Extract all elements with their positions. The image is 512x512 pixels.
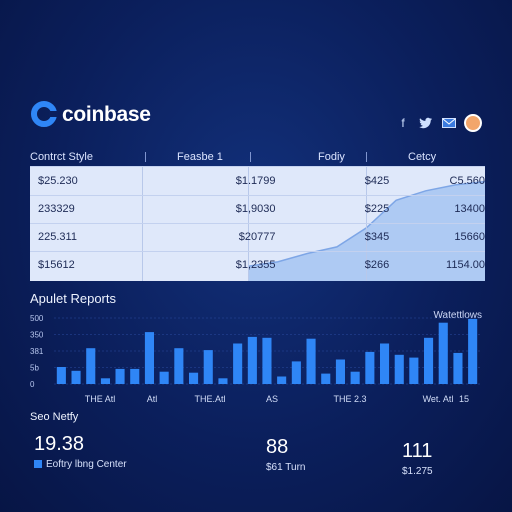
table-cell: $266 xyxy=(364,259,390,271)
x-tick-label: THE 2.3 xyxy=(333,394,366,404)
y-tick-label: 381 xyxy=(30,347,44,356)
stat-value-2: 88 xyxy=(266,436,289,458)
bar[interactable] xyxy=(203,350,213,384)
row-divider xyxy=(30,251,485,252)
table-cell: $1,9030 xyxy=(235,203,276,215)
bar[interactable] xyxy=(174,348,184,384)
coinbase-logo-icon xyxy=(31,101,58,127)
bar[interactable] xyxy=(350,371,360,384)
table-cell: $1.1799 xyxy=(235,175,276,187)
bar[interactable] xyxy=(247,336,257,384)
bar[interactable] xyxy=(130,368,140,384)
reports-legend: Watettlows xyxy=(433,310,482,321)
table-cell: 1154.00 xyxy=(446,259,485,271)
x-tick-label: Atl xyxy=(147,394,158,404)
bar[interactable] xyxy=(424,337,434,384)
y-tick-label: 500 xyxy=(30,314,44,323)
x-tick-label: THE Atl xyxy=(85,394,116,404)
table-cell: 13400 xyxy=(454,203,485,215)
bar[interactable] xyxy=(86,348,96,384)
table-cell: C5.560 xyxy=(449,175,485,187)
avatar[interactable] xyxy=(464,114,482,132)
stat-label-3: $1.275 xyxy=(402,466,433,477)
column-divider xyxy=(248,167,249,281)
table-cell: $15612 xyxy=(38,259,75,271)
bar[interactable] xyxy=(321,373,331,384)
bar[interactable] xyxy=(71,370,81,384)
bar[interactable] xyxy=(394,354,404,384)
bar[interactable] xyxy=(453,352,463,384)
brand-name[interactable]: coinbase xyxy=(62,103,151,126)
row-divider xyxy=(30,223,485,224)
table-cell: $20777 xyxy=(238,231,276,243)
bar[interactable] xyxy=(189,372,199,384)
x-tick-label: 15 xyxy=(459,394,469,404)
column-header[interactable]: Fodiy xyxy=(318,151,345,163)
bar[interactable] xyxy=(115,368,125,384)
bar[interactable] xyxy=(218,378,228,384)
column-header[interactable]: Feasbe 1 xyxy=(177,151,223,163)
stats-title: Seo Netfy xyxy=(30,411,79,423)
header-divider xyxy=(250,152,251,162)
y-tick-label: 350 xyxy=(30,331,44,340)
bar[interactable] xyxy=(306,338,316,384)
bar-chart: 500 350 381 5b 0 THE Atl Atl THE.Atl AS THE 2.3 W… xyxy=(30,314,480,404)
bar[interactable] xyxy=(365,351,375,384)
bar[interactable] xyxy=(335,359,345,385)
table-body: $25.230 $1.1799 $425 C5.560 233329 $1,90… xyxy=(30,166,485,281)
bar-series xyxy=(56,318,478,385)
table-header: Contrct Style Feasbe 1 Fodiy Cetcy xyxy=(30,146,485,166)
bar[interactable] xyxy=(262,337,272,384)
table-row[interactable]: $15612 $1,2355 $266 1154.00 xyxy=(30,251,485,279)
table-row[interactable]: 233329 $1,9030 $225 13400 xyxy=(30,195,485,223)
mail-icon[interactable] xyxy=(441,115,457,131)
table-cell: $25.230 xyxy=(38,175,78,187)
bar[interactable] xyxy=(233,343,243,385)
column-divider xyxy=(142,167,143,281)
x-tick-labels: THE Atl Atl THE.Atl AS THE 2.3 Wet. Atl 15 xyxy=(85,394,469,404)
bar[interactable] xyxy=(56,367,66,384)
table-cell: 225.311 xyxy=(38,231,77,243)
table-row[interactable]: 225.311 $20777 $345 15660 xyxy=(30,223,485,251)
bar[interactable] xyxy=(409,357,419,384)
table-cell: 233329 xyxy=(38,203,75,215)
stat-label-2: $61 Turn xyxy=(266,462,306,473)
column-divider xyxy=(366,167,367,281)
table-row[interactable]: $25.230 $1.1799 $425 C5.560 xyxy=(30,167,485,195)
bar[interactable] xyxy=(291,361,301,384)
table-cell: $345 xyxy=(364,231,390,243)
y-tick-label: 5b xyxy=(30,364,39,373)
bar[interactable] xyxy=(468,318,478,384)
bar[interactable] xyxy=(438,322,448,384)
x-tick-label: Wet. Atl xyxy=(423,394,454,404)
column-header[interactable]: Cetcy xyxy=(408,151,437,163)
header-divider xyxy=(145,152,146,162)
table-cell: $225 xyxy=(364,203,390,215)
reports-title: Apulet Reports xyxy=(30,291,116,306)
row-divider xyxy=(30,195,485,196)
social-bar: f xyxy=(395,114,482,132)
x-tick-label: AS xyxy=(266,394,278,404)
table-cell: 15660 xyxy=(454,231,485,243)
stat-label-1: Eoftry lbng Center xyxy=(46,459,127,470)
stat-value-1: 19.38 xyxy=(34,433,85,455)
table-cell: $425 xyxy=(364,175,390,187)
column-header[interactable]: Contrct Style xyxy=(30,151,93,163)
y-tick-labels: 500 350 381 5b 0 xyxy=(30,314,44,389)
bar[interactable] xyxy=(100,378,110,384)
facebook-icon[interactable]: f xyxy=(401,116,405,130)
data-table: Contrct Style Feasbe 1 Fodiy Cetcy $25.2… xyxy=(30,146,485,281)
bar[interactable] xyxy=(144,332,154,384)
x-tick-label: THE.Atl xyxy=(194,394,225,404)
legend-swatch xyxy=(34,460,42,468)
stat-value-3: 111 xyxy=(402,440,433,462)
bar[interactable] xyxy=(159,371,169,384)
table-cell: $1,2355 xyxy=(235,259,276,271)
twitter-icon[interactable] xyxy=(418,115,434,131)
header-divider xyxy=(366,152,367,162)
bar[interactable] xyxy=(277,376,287,385)
bar[interactable] xyxy=(380,343,390,385)
y-tick-label: 0 xyxy=(30,380,35,389)
